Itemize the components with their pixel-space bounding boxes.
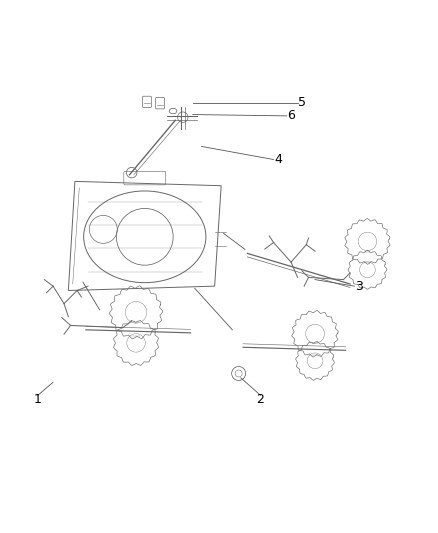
Text: 2: 2	[257, 393, 265, 406]
Text: 6: 6	[287, 109, 295, 123]
Text: 1: 1	[34, 393, 42, 406]
Text: 3: 3	[355, 280, 363, 293]
Text: 4: 4	[274, 153, 282, 166]
Text: 5: 5	[298, 96, 306, 109]
